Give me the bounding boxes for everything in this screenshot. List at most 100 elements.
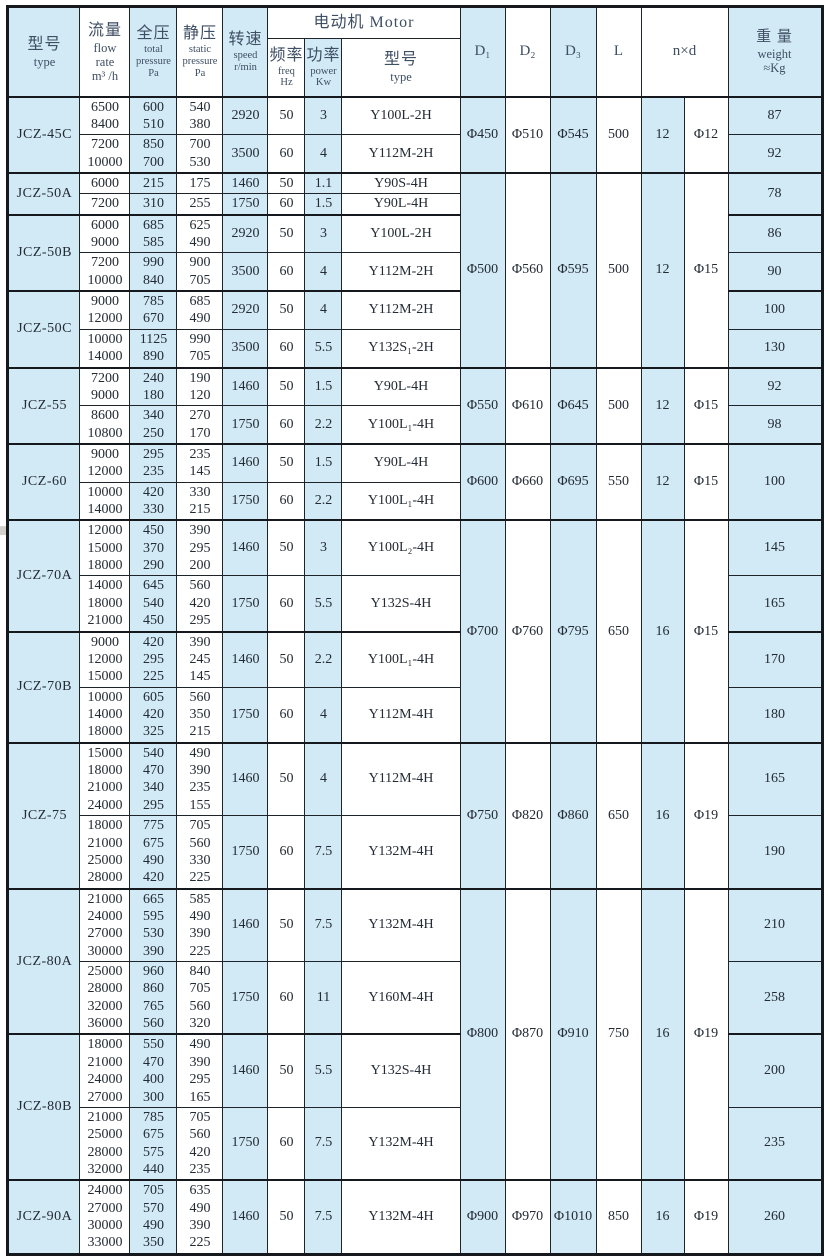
motor-model-cell: Y100L₂-4H: [341, 519, 461, 577]
weight-cell: 190: [727, 815, 823, 890]
weight-cell: 78: [727, 171, 823, 216]
flow-rate-cell: 9000 12000: [79, 442, 131, 483]
d-cell: Φ12: [683, 95, 729, 174]
l-cell: 500: [595, 95, 642, 174]
freq-cell: 60: [267, 575, 306, 633]
motor-model-cell: Y100L-2H: [341, 213, 461, 254]
header-freq-zh: 频率: [269, 46, 304, 64]
flow-rate-cell: 6000: [79, 171, 131, 195]
motor-model-cell: Y90L-4H: [341, 442, 461, 483]
flow-rate-cell: 21000 25000 28000 32000: [79, 1106, 131, 1181]
d1-cell: Φ800: [459, 887, 506, 1181]
weight-cell: 258: [727, 961, 823, 1035]
static-pressure-cell: 685 490: [176, 290, 224, 330]
motor-model-cell: Y112M-2H: [341, 252, 461, 292]
static-pressure-cell: 635 490 390 225: [176, 1179, 224, 1255]
total-pressure-cell: 785 675 575 440: [129, 1106, 178, 1181]
header-freq: 频率 freq Hz: [267, 38, 306, 98]
freq-cell: 50: [267, 630, 306, 688]
freq-cell: 60: [267, 193, 306, 216]
power-cell: 7.5: [304, 1179, 343, 1255]
motor-model-cell: Y100L₁-4H: [341, 405, 461, 445]
d3-cell: Φ910: [549, 887, 597, 1181]
fan-spec-table: 型号 type 流量 flow rate m³ /h 全压 total pres…: [6, 5, 824, 1256]
total-pressure-cell: 310: [129, 193, 178, 216]
d-cell: Φ19: [683, 887, 729, 1181]
motor-model-cell: Y132M-4H: [341, 1106, 461, 1181]
header-flow: 流量 flow rate m³ /h: [79, 6, 131, 97]
header-motor-type: 型号 type: [341, 38, 461, 98]
speed-cell: 1460: [222, 1179, 269, 1255]
speed-cell: 1750: [222, 815, 269, 890]
d3-cell: Φ695: [549, 442, 597, 521]
weight-cell: 200: [727, 1033, 823, 1108]
speed-cell: 2920: [222, 213, 269, 254]
power-cell: 4: [304, 686, 343, 744]
power-cell: 5.5: [304, 328, 343, 369]
l-cell: 550: [595, 442, 642, 521]
flow-rate-cell: 18000 21000 25000 28000: [79, 815, 131, 890]
d-cell: Φ15: [683, 171, 729, 369]
l-cell: 750: [595, 887, 642, 1181]
n-cell: 12: [640, 95, 685, 174]
speed-cell: 3500: [222, 252, 269, 292]
freq-cell: 50: [267, 887, 306, 963]
weight-cell: 100: [727, 290, 823, 330]
n-cell: 16: [640, 519, 685, 744]
total-pressure-cell: 450 370 290: [129, 519, 178, 577]
total-pressure-cell: 1125 890: [129, 328, 178, 369]
header-static-pressure: 静压 static pressure Pa: [176, 6, 224, 97]
l-cell: 850: [595, 1179, 642, 1255]
power-cell: 1.5: [304, 366, 343, 407]
flow-rate-cell: 6000 9000: [79, 213, 131, 254]
d-cell: Φ15: [683, 442, 729, 521]
weight-cell: 165: [727, 741, 823, 817]
flow-rate-cell: 25000 28000 32000 36000: [79, 961, 131, 1035]
weight-cell: 98: [727, 405, 823, 445]
total-pressure-cell: 215: [129, 171, 178, 195]
header-total-zh: 全压: [136, 25, 171, 43]
flow-rate-cell: 10000 14000: [79, 328, 131, 369]
model-cell: JCZ-90A: [7, 1179, 81, 1255]
total-pressure-cell: 295 235: [129, 442, 178, 483]
n-cell: 12: [640, 171, 685, 369]
power-cell: 1.5: [304, 442, 343, 483]
static-pressure-cell: 705 560 420 235: [176, 1106, 224, 1181]
power-cell: 2.2: [304, 630, 343, 688]
l-cell: 650: [595, 741, 642, 890]
weight-cell: 180: [727, 686, 823, 744]
motor-model-cell: Y90S-4H: [341, 171, 461, 195]
weight-cell: 92: [727, 366, 823, 407]
model-cell: JCZ-75: [7, 741, 81, 890]
d2-cell: Φ870: [504, 887, 551, 1181]
header-d3: D₃: [549, 6, 597, 97]
total-pressure-cell: 775 675 490 420: [129, 815, 178, 890]
motor-model-cell: Y132S₁-2H: [341, 328, 461, 369]
flow-rate-cell: 12000 15000 18000: [79, 519, 131, 577]
weight-cell: 130: [727, 328, 823, 369]
d3-cell: Φ795: [549, 519, 597, 744]
header-flow-en: flow rate m³ /h: [91, 40, 119, 83]
d1-cell: Φ550: [459, 366, 506, 445]
flow-rate-cell: 14000 18000 21000: [79, 575, 131, 633]
header-type-en: type: [33, 54, 56, 69]
header-total-en: total pressure Pa: [135, 44, 171, 79]
motor-model-cell: Y112M-2H: [341, 290, 461, 330]
total-pressure-cell: 420 330: [129, 481, 178, 521]
weight-cell: 260: [727, 1179, 823, 1255]
weight-cell: 100: [727, 442, 823, 521]
speed-cell: 1750: [222, 405, 269, 445]
header-speed-en: speed r/min: [233, 50, 258, 73]
power-cell: 4: [304, 252, 343, 292]
header-motor-band-label: 电动机 Motor: [313, 14, 415, 31]
d3-cell: Φ645: [549, 366, 597, 445]
header-weight-zh: 重 量: [756, 29, 793, 46]
model-cell: JCZ-80A: [7, 887, 81, 1035]
freq-cell: 50: [267, 366, 306, 407]
total-pressure-cell: 990 840: [129, 252, 178, 292]
total-pressure-cell: 605 420 325: [129, 686, 178, 744]
d1-cell: Φ450: [459, 95, 506, 174]
d2-cell: Φ970: [504, 1179, 551, 1255]
total-pressure-cell: 600 510: [129, 95, 178, 136]
